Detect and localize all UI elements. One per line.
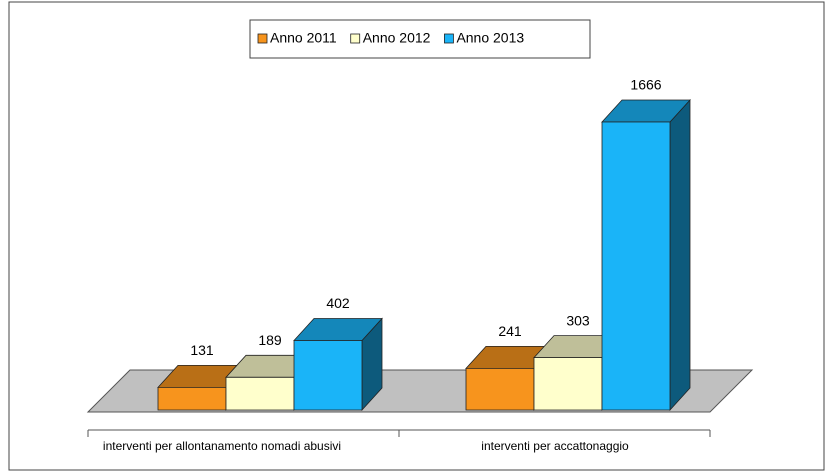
legend-label: Anno 2011 (270, 30, 337, 46)
data-label: 241 (498, 323, 522, 339)
bar-front (293, 340, 363, 411)
x-tick-label: interventi per accattonaggio (481, 439, 629, 453)
legend-swatch (444, 33, 454, 44)
legend-swatch (257, 33, 268, 44)
bar (601, 98, 691, 412)
data-label: 1666 (630, 77, 661, 93)
data-label: 402 (326, 295, 350, 311)
legend-swatch (350, 33, 361, 44)
bar (293, 317, 383, 412)
bar-front (225, 376, 295, 411)
bar-front (157, 386, 227, 411)
data-label: 189 (258, 332, 282, 348)
legend-label: Anno 2012 (363, 30, 431, 46)
data-label: 303 (566, 312, 590, 328)
bar-side (669, 98, 691, 412)
bar-front (601, 121, 671, 411)
x-tick-label: interventi per allontanamento nomadi abu… (103, 439, 341, 453)
data-label: 131 (190, 342, 214, 358)
legend-label: Anno 2013 (456, 30, 524, 46)
bar-front (533, 357, 603, 411)
bar-front (465, 367, 535, 411)
legend-box (249, 19, 591, 59)
